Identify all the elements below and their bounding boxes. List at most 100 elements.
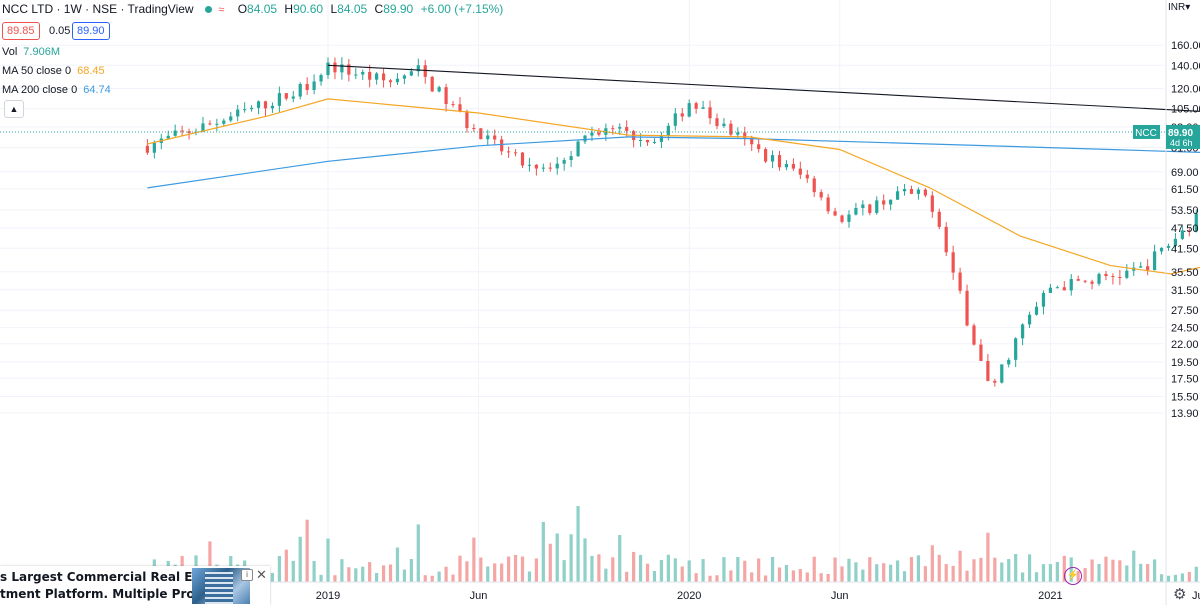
volume-bar <box>409 558 413 582</box>
candle-body <box>916 189 921 194</box>
price-tag <box>1166 124 1200 149</box>
gear-icon[interactable]: ⚙ <box>1173 586 1187 603</box>
candle-body <box>444 87 448 105</box>
volume-bar <box>298 536 302 582</box>
candle-body <box>819 192 823 198</box>
volume-bar <box>750 572 754 582</box>
legend-ma200[interactable]: MA 200 close 0 64.74 <box>2 84 111 96</box>
ma200-line <box>147 136 1200 189</box>
chart-header: NCC LTD · 1W · NSE · TradingView ≈ O84.0… <box>2 2 503 16</box>
candle-body <box>902 188 907 192</box>
volume-bar <box>930 545 934 582</box>
candle-body <box>680 113 684 117</box>
candle-body <box>930 195 934 212</box>
sell-price-button[interactable]: 89.85 <box>2 22 40 40</box>
volume-bar <box>451 574 455 582</box>
candle-body <box>1125 270 1129 278</box>
trendlines[interactable] <box>327 64 1200 149</box>
candle-body <box>833 211 837 216</box>
buy-price-button[interactable]: 89.90 <box>72 22 110 40</box>
candle-body <box>277 93 281 106</box>
y-tick-label: 105.00 <box>1171 104 1200 116</box>
ma50-line <box>147 98 1200 275</box>
volume-bar <box>618 535 622 582</box>
volume-bar <box>520 556 525 582</box>
candle-body <box>750 138 754 145</box>
candle-body <box>569 156 573 161</box>
candle-body <box>236 109 240 117</box>
candle-body <box>256 101 261 108</box>
candle-body <box>583 135 587 142</box>
candle-body <box>757 144 761 150</box>
candle-body <box>284 93 288 99</box>
symbol-tag <box>1133 124 1160 139</box>
candle-body <box>736 132 740 135</box>
candle-body <box>909 188 914 194</box>
candle-body <box>513 152 518 154</box>
candle-body <box>722 123 726 127</box>
candle-body <box>652 141 657 143</box>
volume-bar <box>840 566 844 582</box>
volume-bar <box>1173 574 1178 582</box>
chevron-up-icon[interactable]: ▲ <box>4 100 24 118</box>
volume-bar <box>472 537 476 582</box>
y-tick-label: 22.00 <box>1171 339 1199 351</box>
volume-bar <box>708 575 712 582</box>
volume-bar <box>458 555 462 582</box>
candle-body <box>1000 364 1004 383</box>
volume-bar <box>736 556 740 582</box>
candle-body <box>1041 292 1046 307</box>
volume-bar <box>937 554 941 582</box>
ad-banner[interactable]: s Largest Commercial Real Estate tment P… <box>0 566 270 605</box>
volume-bar <box>590 555 594 582</box>
y-tick-label: 24.50 <box>1171 323 1199 335</box>
candle-body <box>562 160 566 164</box>
candle-body <box>1014 338 1018 360</box>
volume-bar <box>680 566 684 582</box>
volume-bar <box>805 572 809 582</box>
candle-body <box>423 65 427 77</box>
volume-bar <box>555 533 559 582</box>
volume-bar <box>729 570 733 582</box>
candle-body <box>1111 276 1115 278</box>
volume-bar <box>277 556 281 582</box>
candle-body <box>1139 266 1143 268</box>
x-tick-label: 2019 <box>316 590 340 602</box>
close-icon[interactable]: ✕ <box>256 567 267 582</box>
candle-body <box>388 80 393 83</box>
volume-bar <box>638 554 643 582</box>
volume-bar <box>791 570 795 582</box>
info-icon[interactable]: i <box>241 569 253 581</box>
candle-body <box>764 149 768 162</box>
candle-body <box>1021 324 1025 339</box>
candle-body <box>520 152 525 166</box>
volume-bar <box>798 569 802 582</box>
volume-bar <box>1000 562 1004 582</box>
candle-body <box>715 118 719 127</box>
candle-body <box>291 96 295 99</box>
ad-line-1: s Largest Commercial Real Estate <box>0 570 228 584</box>
volume-bar <box>632 551 636 582</box>
candle-body <box>1159 247 1164 252</box>
building-image <box>205 572 233 604</box>
candle-body <box>270 105 275 109</box>
ohlc-low: L84.05 <box>330 2 368 16</box>
candle-body <box>541 167 545 169</box>
spread-value: 0.05 <box>44 22 76 40</box>
volume-bar <box>291 560 295 582</box>
legend-volume[interactable]: Vol 7.906M <box>2 46 60 58</box>
candle-body <box>1104 273 1108 277</box>
volume-bar <box>965 570 969 582</box>
candle-body <box>229 116 233 121</box>
candle-body <box>1166 245 1171 248</box>
y-tick-label: 41.50 <box>1171 243 1199 255</box>
volume-bar <box>1187 571 1191 582</box>
volume-bar <box>701 559 705 582</box>
candle-body <box>1055 287 1059 289</box>
legend-ma50[interactable]: MA 50 close 0 68.45 <box>2 65 105 77</box>
volume-bar <box>652 571 657 582</box>
candle-body <box>222 120 226 124</box>
volume-bar <box>569 534 573 582</box>
lightning-icon[interactable]: ⚡ <box>1064 567 1082 585</box>
